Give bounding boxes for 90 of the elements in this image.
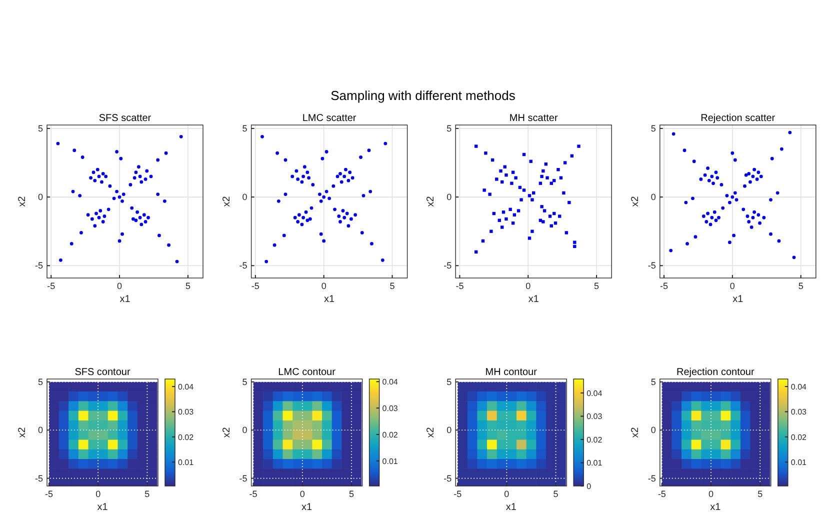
- x-tick-label: 5: [390, 281, 395, 291]
- color-bar-label: 0.02: [178, 432, 194, 442]
- chart-title: SFS contour: [74, 367, 131, 378]
- x-tick-label: 0: [96, 489, 101, 499]
- x-tick-label: -5: [658, 489, 666, 499]
- x-tick-label: 0: [504, 489, 510, 499]
- y-tick-label: -5: [34, 260, 43, 271]
- y-tick-label: 5: [242, 376, 248, 387]
- color-bar-label: 0.04: [586, 388, 603, 398]
- x-tick-label: 0: [117, 281, 122, 291]
- chart-title: Rejection contour: [676, 367, 755, 378]
- y-tick-label: 0: [446, 425, 452, 436]
- y-tick-label: 5: [38, 376, 43, 387]
- x-axis-title: x1: [97, 502, 108, 513]
- x-axis-title: x1: [528, 294, 540, 305]
- color-bar-label: 0.01: [382, 456, 398, 466]
- x-tick-label: -5: [249, 489, 258, 499]
- chart-title: SFS scatter: [98, 113, 152, 124]
- text: Sampling with different methods: [330, 88, 516, 103]
- x-tick-label: 5: [553, 489, 558, 499]
- y-axis-title: x2: [221, 426, 232, 438]
- color-bar-label: 0.01: [586, 458, 603, 468]
- y-tick-label: -5: [648, 473, 656, 484]
- y-tick-label: 0: [650, 192, 656, 202]
- color-bar-label: 0.04: [382, 378, 398, 387]
- color-bar-label: 0.01: [178, 458, 194, 468]
- chart-title: LMC contour: [278, 367, 336, 378]
- y-tick-label: 0: [38, 425, 43, 436]
- y-tick-label: 0: [242, 425, 248, 436]
- color-bar-label: 0.03: [382, 404, 398, 414]
- x-tick-label: -5: [456, 281, 464, 291]
- x-tick-label: -5: [251, 281, 260, 291]
- color-bar-label: 0.03: [586, 412, 603, 422]
- x-tick-label: 0: [526, 281, 531, 291]
- x-tick-label: 5: [594, 281, 600, 291]
- y-tick-label: 0: [650, 425, 656, 436]
- y-axis-title: x2: [17, 426, 28, 438]
- x-tick-label: 5: [758, 489, 763, 499]
- x-axis-title: x1: [710, 502, 722, 513]
- y-tick-label: 5: [650, 376, 656, 387]
- y-axis-title: x2: [426, 196, 437, 207]
- x-tick-label: -5: [454, 489, 462, 499]
- y-tick-label: -5: [444, 260, 452, 271]
- chart-title: LMC scatter: [302, 113, 357, 124]
- y-axis-title: x2: [426, 426, 437, 438]
- x-tick-label: -5: [660, 281, 668, 291]
- x-tick-label: 5: [185, 281, 190, 291]
- y-tick-label: 5: [446, 123, 452, 134]
- y-tick-label: -5: [444, 473, 452, 484]
- x-axis-title: x1: [120, 294, 131, 305]
- y-tick-label: 5: [38, 123, 43, 134]
- y-tick-label: 0: [38, 192, 43, 202]
- color-bar-label: 0.04: [178, 382, 194, 392]
- x-tick-label: 0: [321, 281, 326, 291]
- y-axis-title: x2: [630, 196, 641, 207]
- x-axis-title: x1: [302, 502, 313, 513]
- y-axis-title: x2: [221, 196, 232, 207]
- x-tick-label: 5: [798, 281, 804, 291]
- color-bar-label: 0.03: [178, 408, 194, 417]
- x-tick-label: 0: [730, 281, 735, 291]
- x-axis-title: x1: [324, 294, 336, 305]
- color-bar-label: 0.02: [790, 432, 808, 442]
- x-axis-title: x1: [732, 294, 744, 305]
- chart-title: MH scatter: [509, 113, 558, 124]
- color-bar-label: 0.03: [790, 408, 808, 417]
- color-bar-label: 0: [586, 482, 592, 491]
- color-bar-label: 0.01: [790, 458, 808, 468]
- x-tick-label: -5: [47, 281, 56, 291]
- x-tick-label: 5: [144, 489, 150, 499]
- y-tick-label: 0: [242, 192, 248, 202]
- y-tick-label: 5: [446, 376, 452, 387]
- x-axis-title: x1: [506, 502, 517, 513]
- y-tick-label: 0: [446, 192, 452, 202]
- y-tick-label: 5: [650, 123, 656, 134]
- chart-title: Rejection scatter: [700, 113, 776, 124]
- chart-title: MH contour: [485, 367, 538, 378]
- y-tick-label: -5: [239, 260, 248, 271]
- y-tick-label: -5: [239, 473, 248, 484]
- x-tick-label: 0: [708, 489, 714, 499]
- color-bar-label: 0.02: [382, 430, 398, 440]
- y-tick-label: -5: [648, 260, 656, 271]
- y-tick-label: -5: [34, 473, 43, 484]
- x-tick-label: -5: [44, 489, 53, 499]
- y-axis-title: x2: [630, 426, 641, 438]
- color-bar-label: 0.04: [790, 382, 808, 392]
- color-bar-label: 0.02: [586, 435, 603, 444]
- y-tick-label: 5: [242, 123, 248, 134]
- y-axis-title: x2: [17, 196, 28, 207]
- x-tick-label: 0: [300, 489, 305, 499]
- x-tick-label: 5: [348, 489, 354, 499]
